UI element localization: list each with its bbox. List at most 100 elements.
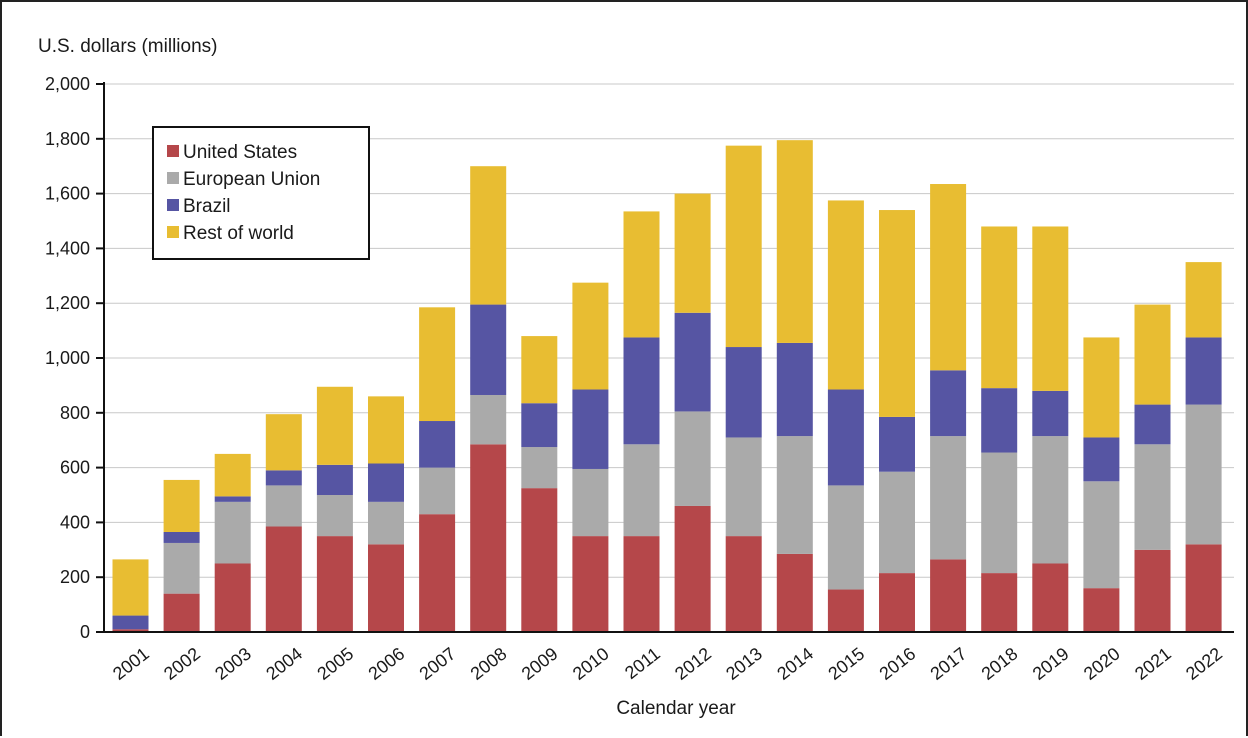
- legend-box: [152, 126, 370, 260]
- bar-segment: [419, 421, 456, 468]
- bar-segment: [521, 488, 558, 632]
- bar-segment: [1083, 337, 1120, 438]
- x-tick-label: 2015: [824, 643, 868, 683]
- x-tick-label: 2016: [875, 643, 919, 683]
- bar-segment: [163, 593, 200, 632]
- bar-segment: [879, 471, 915, 574]
- y-tick-label: 1,400: [45, 238, 90, 258]
- bar-segment: [930, 559, 967, 632]
- x-tick-label: 2003: [211, 643, 255, 683]
- bar-segment: [1083, 588, 1120, 632]
- bar-segment: [265, 485, 302, 527]
- bar-segment: [1134, 404, 1171, 445]
- x-tick-label: 2019: [1029, 643, 1073, 683]
- bar-segment: [572, 282, 609, 390]
- bar-segment: [316, 464, 353, 495]
- x-axis-label: Calendar year: [616, 698, 736, 719]
- y-tick-label: 1,800: [45, 129, 90, 149]
- bar-segment: [827, 200, 864, 390]
- bar-segment: [368, 501, 404, 545]
- bar-segment: [163, 531, 200, 543]
- bar-segment: [725, 347, 762, 438]
- bar-segment: [265, 414, 302, 471]
- y-tick-label: 800: [60, 403, 90, 423]
- x-tick-label: 2008: [467, 643, 511, 683]
- bar-segment: [419, 514, 456, 632]
- x-tick-label: 2010: [569, 643, 613, 683]
- bar-segment: [163, 479, 200, 532]
- x-tick-label: 2011: [621, 643, 664, 683]
- x-tick-label: 2009: [518, 643, 562, 683]
- bar-segment: [1134, 444, 1171, 550]
- bar-segment: [1032, 563, 1069, 632]
- bar-segment: [879, 210, 915, 417]
- bar-segment: [316, 536, 353, 632]
- bar-segment: [776, 140, 813, 343]
- x-tick-label: 2014: [773, 643, 817, 683]
- bar-segment: [316, 495, 353, 537]
- bar-segment: [470, 394, 507, 445]
- bar-segment: [112, 615, 149, 630]
- bar-segment: [674, 312, 711, 412]
- x-tick-label: 2018: [978, 643, 1022, 683]
- bar-segment: [623, 337, 660, 445]
- x-tick-label: 2007: [416, 643, 460, 683]
- x-tick-label: 2004: [262, 643, 306, 683]
- bar-segment: [930, 370, 967, 437]
- bar-segment: [725, 145, 762, 348]
- legend-label: United States: [183, 142, 297, 163]
- bar-segment: [1185, 544, 1222, 632]
- x-tick-label: 2017: [927, 643, 971, 683]
- bar-segment: [1032, 226, 1069, 391]
- y-tick-label: 400: [60, 512, 90, 532]
- bar-segment: [1185, 337, 1222, 405]
- bar-segment: [521, 336, 558, 404]
- bar-segment: [827, 485, 864, 590]
- bar-segment: [316, 386, 353, 465]
- bar-segment: [1134, 549, 1171, 632]
- bar-segment: [419, 467, 456, 515]
- x-tick-label: 2013: [722, 643, 766, 683]
- legend-swatch: [167, 226, 179, 238]
- bar-segment: [368, 544, 404, 632]
- y-tick-label: 200: [60, 567, 90, 587]
- bar-segment: [1083, 437, 1120, 482]
- y-tick-label: 0: [80, 622, 90, 642]
- legend-label: European Union: [183, 169, 320, 190]
- bar-segment: [776, 342, 813, 437]
- bar-segment: [981, 573, 1018, 632]
- bar-segment: [1185, 404, 1222, 545]
- bar-segment: [112, 629, 149, 632]
- bar-segment: [827, 389, 864, 486]
- bar-segment: [930, 184, 967, 371]
- bar-segment: [674, 505, 711, 632]
- bar-segment: [265, 526, 302, 632]
- bar-segment: [265, 470, 302, 486]
- legend: United States European Union Brazil Rest of…: [152, 126, 370, 260]
- bar-segment: [879, 416, 915, 472]
- bar-segment: [214, 496, 251, 502]
- x-tick-label: 2005: [313, 643, 357, 683]
- bar-segment: [623, 536, 660, 632]
- bar-segment: [674, 193, 711, 313]
- bar-segment: [725, 536, 762, 632]
- bar-segment: [368, 463, 404, 502]
- bar-segment: [674, 411, 711, 506]
- bar-segment: [521, 403, 558, 448]
- x-tick-label: 2020: [1080, 643, 1124, 683]
- y-tick-label: 2,000: [45, 74, 90, 94]
- x-tick-label: 2002: [160, 643, 204, 683]
- bar-segment: [1185, 262, 1222, 338]
- bar-segment: [572, 536, 609, 632]
- bar-segment: [930, 436, 967, 560]
- bar-segment: [623, 444, 660, 537]
- y-axis-label: U.S. dollars (millions): [38, 36, 217, 57]
- y-tick-label: 1,600: [45, 184, 90, 204]
- bar-segment: [572, 468, 609, 537]
- bar-segment: [470, 444, 507, 632]
- bar-segment: [214, 501, 251, 564]
- bar-segment: [776, 553, 813, 632]
- legend-swatch: [167, 199, 179, 211]
